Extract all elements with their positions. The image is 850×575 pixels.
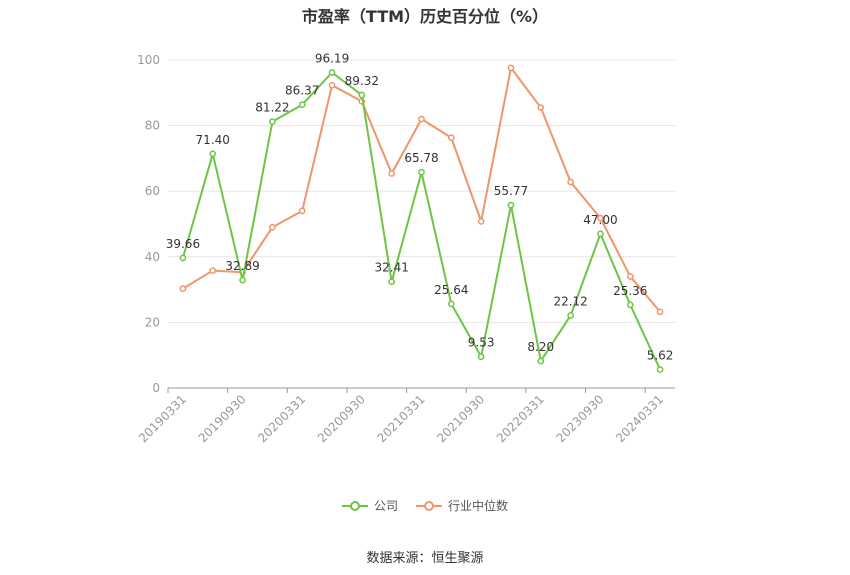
data-point-company-13: [567, 312, 574, 319]
source-note: 数据来源：恒生聚源: [366, 551, 484, 566]
data-point-industry-median-7: [388, 170, 396, 177]
data-point-industry-median-16: [656, 308, 664, 316]
data-point-company-7: [388, 278, 396, 286]
data-point-company-8: [418, 168, 425, 176]
data-label-16: 5.62: [647, 349, 674, 363]
data-point-company-3: [269, 118, 276, 125]
data-point-company-15: [626, 301, 634, 309]
x-tick-label-20190930: 20190930: [196, 392, 249, 445]
x-tick-label-20210930: 20210930: [434, 392, 487, 445]
x-tick-label-20200930: 20200930: [315, 392, 368, 445]
data-label-15: 25.36: [613, 284, 647, 298]
data-point-industry-median-5: [328, 81, 336, 89]
data-point-company-16: [656, 366, 664, 373]
data-point-company-6: [358, 91, 366, 99]
y-axis: 0 20 40 60 80 100: [137, 53, 160, 395]
data-label-8: 65.78: [404, 151, 438, 165]
x-tick-label-20220331: 20220331: [494, 392, 547, 445]
x-tick-label-20200331: 20200331: [255, 392, 308, 445]
data-label-0: 39.66: [166, 237, 200, 251]
data-label-14: 47.00: [583, 213, 617, 227]
x-tick-label-20190331: 20190331: [136, 392, 189, 445]
data-point-industry-median-3: [269, 223, 276, 231]
y-tick-label-100: 100: [137, 53, 160, 67]
gridlines: [168, 59, 675, 323]
legend-label-industry-median: 行业中位数: [448, 499, 509, 513]
data-point-industry-median-0: [179, 285, 187, 292]
data-point-company-4: [298, 101, 306, 109]
data-point-company-10: [477, 353, 485, 361]
data-point-company-11: [507, 201, 515, 209]
legend-item-industry-median[interactable]: 行业中位数: [416, 497, 508, 514]
y-tick-label-60: 60: [145, 184, 160, 198]
legend-item-company[interactable]: 公司: [341, 497, 398, 514]
legend-swatch-company: [341, 500, 368, 511]
x-tick-label-20240331: 20240331: [613, 392, 666, 445]
data-point-company-1: [209, 150, 217, 158]
data-point-industry-median-9: [447, 134, 455, 142]
data-point-industry-median-4: [298, 207, 306, 215]
data-label-13: 22.12: [553, 294, 587, 308]
data-point-company-9: [447, 300, 455, 308]
data-label-11: 55.77: [494, 184, 528, 198]
data-point-company-12: [537, 357, 545, 365]
data-point-industry-median-8: [418, 115, 425, 123]
x-tick-label-20230930: 20230930: [553, 392, 606, 445]
legend: 公司 行业中位数: [0, 497, 850, 514]
chart-title: 市盈率（TTM）历史百分位（%）: [301, 7, 549, 26]
y-tick-label-40: 40: [145, 250, 160, 264]
data-point-company-0: [179, 254, 187, 262]
data-point-company-2: [239, 276, 246, 284]
data-point-industry-median-15: [626, 273, 634, 280]
series-layer: [179, 64, 664, 373]
y-tick-label-0: 0: [152, 381, 160, 395]
data-point-company-5: [328, 69, 336, 76]
data-label-5: 96.19: [315, 51, 349, 65]
x-tick-label-20210331: 20210331: [375, 392, 428, 445]
y-tick-label-80: 80: [145, 119, 160, 133]
data-label-9: 25.64: [434, 283, 468, 297]
data-point-industry-median-1: [209, 267, 217, 274]
data-label-12: 8.20: [527, 340, 554, 354]
data-label-3: 81.22: [255, 101, 289, 115]
data-label-6: 89.32: [345, 74, 379, 88]
data-point-industry-median-12: [537, 104, 545, 111]
legend-label-company: 公司: [373, 499, 398, 513]
data-label-2: 32.89: [225, 259, 259, 273]
x-axis: 20190331 20190930 20200331 20200930 20210331…: [136, 387, 675, 445]
legend-swatch-industry-median: [416, 500, 442, 511]
data-label-10: 9.53: [468, 336, 495, 350]
y-tick-label-20: 20: [145, 315, 160, 329]
data-point-industry-median-11: [507, 64, 515, 72]
data-label-4: 86.37: [285, 84, 319, 98]
data-point-industry-median-10: [477, 218, 485, 225]
data-labels: 39.66 71.40 32.89 81.22 86.37 96.19 89.32 32.41…: [166, 51, 674, 362]
data-label-7: 32.41: [374, 261, 408, 275]
data-label-1: 71.40: [196, 133, 230, 147]
data-point-industry-median-13: [567, 178, 574, 186]
data-point-company-14: [597, 230, 604, 238]
data-point-industry-median-14: [597, 214, 604, 222]
